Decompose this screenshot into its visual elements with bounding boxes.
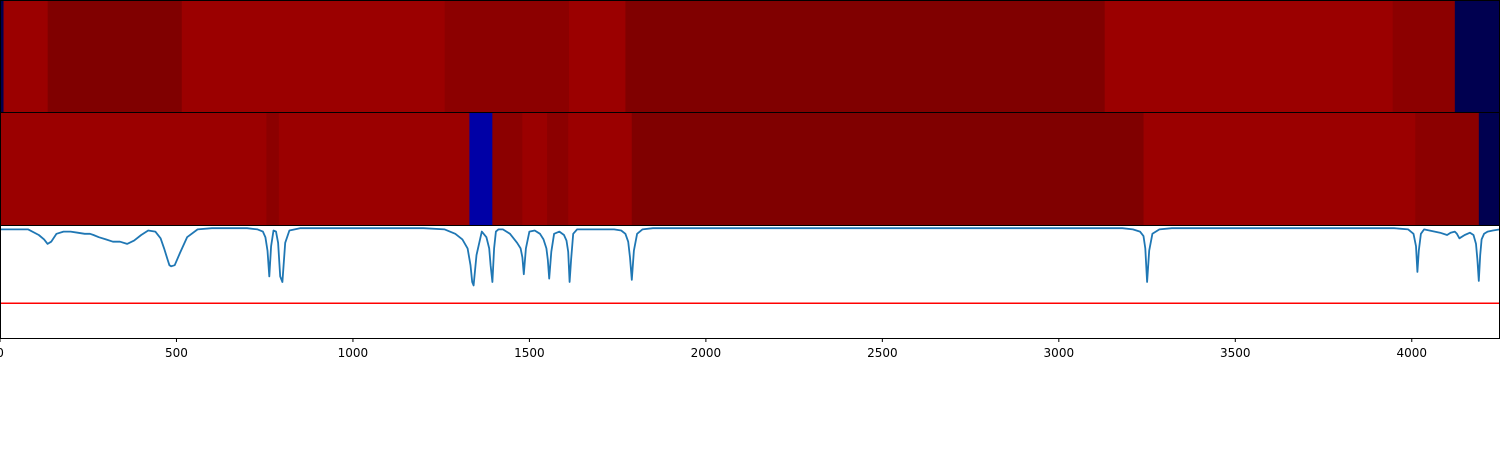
x-tick-label-2: 1000 [338,346,369,360]
heatmap-top [0,0,1500,112]
x-tick-label-1: 500 [165,346,188,360]
heatmap-bottom-cell-10 [1415,113,1480,225]
heatmap-top-cell-7 [1104,0,1394,112]
x-tick-label-0: 0 [0,346,4,360]
heatmap-top-cell-5 [568,0,627,112]
heatmap-bottom-cell-8 [631,113,1145,225]
heatmap-bottom-cell-7 [568,113,633,225]
x-tick-label-7: 3500 [1220,346,1251,360]
x-tick-label-4: 2000 [691,346,722,360]
heatmap-bottom-cell-9 [1143,113,1416,225]
heatmap-top-cell-6 [625,0,1106,112]
heatmap-bottom-cell-11 [1478,113,1500,225]
heatmap-top-cell-3 [181,0,446,112]
heatmap-bottom-cell-2 [278,113,471,225]
heatmap-top-cell-2 [47,0,183,112]
line-plot-frame [0,225,1500,339]
heatmap-top-cell-9 [1454,0,1500,112]
line-plot [0,227,1500,305]
heatmap-top-cell-1 [3,0,49,112]
heatmap-bottom-cell-6 [547,113,569,225]
x-tick-label-5: 2500 [867,346,898,360]
spectrum-line [0,227,1500,287]
heatmap-bottom-cell-5 [522,113,548,225]
heatmap-bottom-cell-3 [469,113,493,225]
x-tick-label-8: 4000 [1396,346,1427,360]
heatmap-bottom [0,113,1500,225]
heatmap-top-cell-8 [1392,0,1456,112]
x-tick-label-6: 3000 [1044,346,1075,360]
x-tick-label-3: 1500 [514,346,545,360]
heatmap-bottom-cell-1 [266,113,280,225]
heatmap-top-cell-4 [444,0,570,112]
heatmap-bottom-cell-4 [492,113,523,225]
heatmap-bottom-cell-0 [0,113,268,225]
x-axis: 0 500 1000 1500 2000 2500 3000 3500 4000 [0,338,1427,360]
heatmap-top-cell-0 [0,0,5,112]
